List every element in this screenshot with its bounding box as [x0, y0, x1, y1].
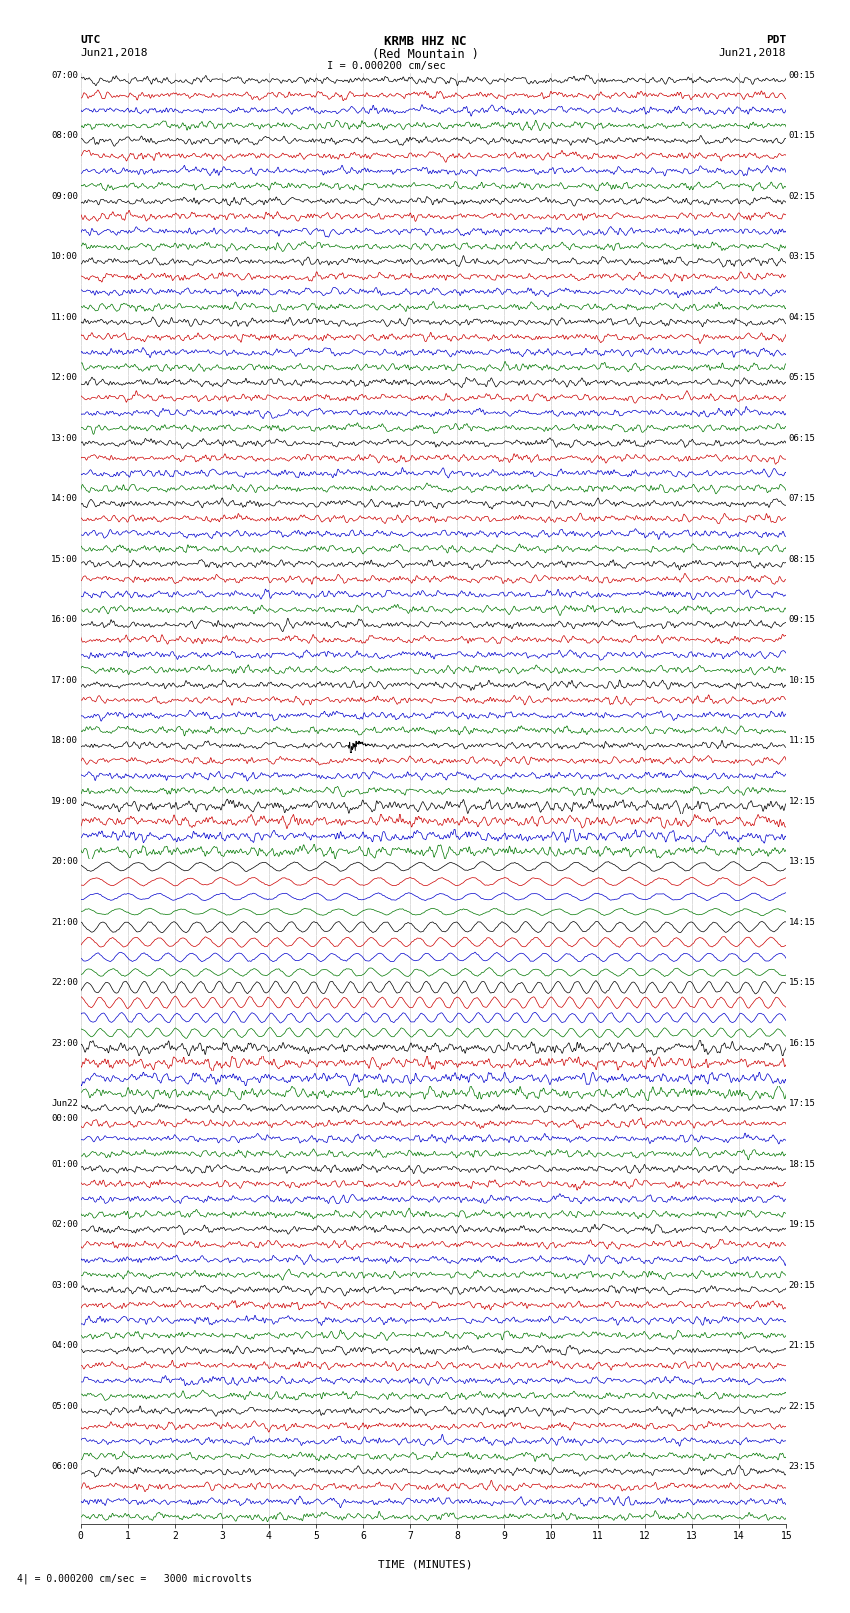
Text: 18:00: 18:00: [51, 736, 78, 745]
Text: 02:15: 02:15: [789, 192, 816, 202]
Text: 03:00: 03:00: [51, 1281, 78, 1290]
Text: 22:00: 22:00: [51, 977, 78, 987]
Text: 21:00: 21:00: [51, 918, 78, 927]
Text: 02:00: 02:00: [51, 1221, 78, 1229]
Text: 08:15: 08:15: [789, 555, 816, 565]
Text: 12:00: 12:00: [51, 374, 78, 382]
Text: 15:00: 15:00: [51, 555, 78, 565]
Text: 20:15: 20:15: [789, 1281, 816, 1290]
Text: 05:00: 05:00: [51, 1402, 78, 1411]
Text: 07:00: 07:00: [51, 71, 78, 81]
Text: 12:15: 12:15: [789, 797, 816, 806]
Text: 08:00: 08:00: [51, 132, 78, 140]
Text: 10:15: 10:15: [789, 676, 816, 686]
Text: PDT: PDT: [766, 35, 786, 45]
Text: 21:15: 21:15: [789, 1342, 816, 1350]
Text: 11:00: 11:00: [51, 313, 78, 323]
Text: 19:15: 19:15: [789, 1221, 816, 1229]
Text: 01:00: 01:00: [51, 1160, 78, 1169]
Text: 14:00: 14:00: [51, 495, 78, 503]
Text: 06:15: 06:15: [789, 434, 816, 444]
Text: 07:15: 07:15: [789, 495, 816, 503]
Text: 16:00: 16:00: [51, 616, 78, 624]
Text: 09:00: 09:00: [51, 192, 78, 202]
Text: 4| = 0.000200 cm/sec =   3000 microvolts: 4| = 0.000200 cm/sec = 3000 microvolts: [17, 1573, 252, 1584]
Text: 00:00: 00:00: [51, 1113, 78, 1123]
Text: Jun22: Jun22: [51, 1100, 78, 1108]
Text: Jun21,2018: Jun21,2018: [719, 48, 786, 58]
Text: 17:00: 17:00: [51, 676, 78, 686]
Text: 00:15: 00:15: [789, 71, 816, 81]
Text: 22:15: 22:15: [789, 1402, 816, 1411]
Text: 13:00: 13:00: [51, 434, 78, 444]
Text: 15:15: 15:15: [789, 977, 816, 987]
Text: 04:00: 04:00: [51, 1342, 78, 1350]
Text: 11:15: 11:15: [789, 736, 816, 745]
Text: 16:15: 16:15: [789, 1039, 816, 1048]
Text: 23:00: 23:00: [51, 1039, 78, 1048]
Text: 19:00: 19:00: [51, 797, 78, 806]
Text: (Red Mountain ): (Red Mountain ): [371, 48, 479, 61]
Text: 23:15: 23:15: [789, 1461, 816, 1471]
Text: 03:15: 03:15: [789, 252, 816, 261]
Text: 06:00: 06:00: [51, 1461, 78, 1471]
Text: 17:15: 17:15: [789, 1100, 816, 1108]
Text: UTC: UTC: [81, 35, 101, 45]
Text: 05:15: 05:15: [789, 374, 816, 382]
Text: 18:15: 18:15: [789, 1160, 816, 1169]
Text: KRMB HHZ NC: KRMB HHZ NC: [383, 35, 467, 48]
Text: 04:15: 04:15: [789, 313, 816, 323]
Text: 20:00: 20:00: [51, 858, 78, 866]
Text: Jun21,2018: Jun21,2018: [81, 48, 148, 58]
Text: 10:00: 10:00: [51, 252, 78, 261]
Text: 13:15: 13:15: [789, 858, 816, 866]
Text: 01:15: 01:15: [789, 132, 816, 140]
Text: 09:15: 09:15: [789, 616, 816, 624]
Text: TIME (MINUTES): TIME (MINUTES): [377, 1560, 473, 1569]
Text: 14:15: 14:15: [789, 918, 816, 927]
Text: I = 0.000200 cm/sec: I = 0.000200 cm/sec: [327, 61, 446, 71]
